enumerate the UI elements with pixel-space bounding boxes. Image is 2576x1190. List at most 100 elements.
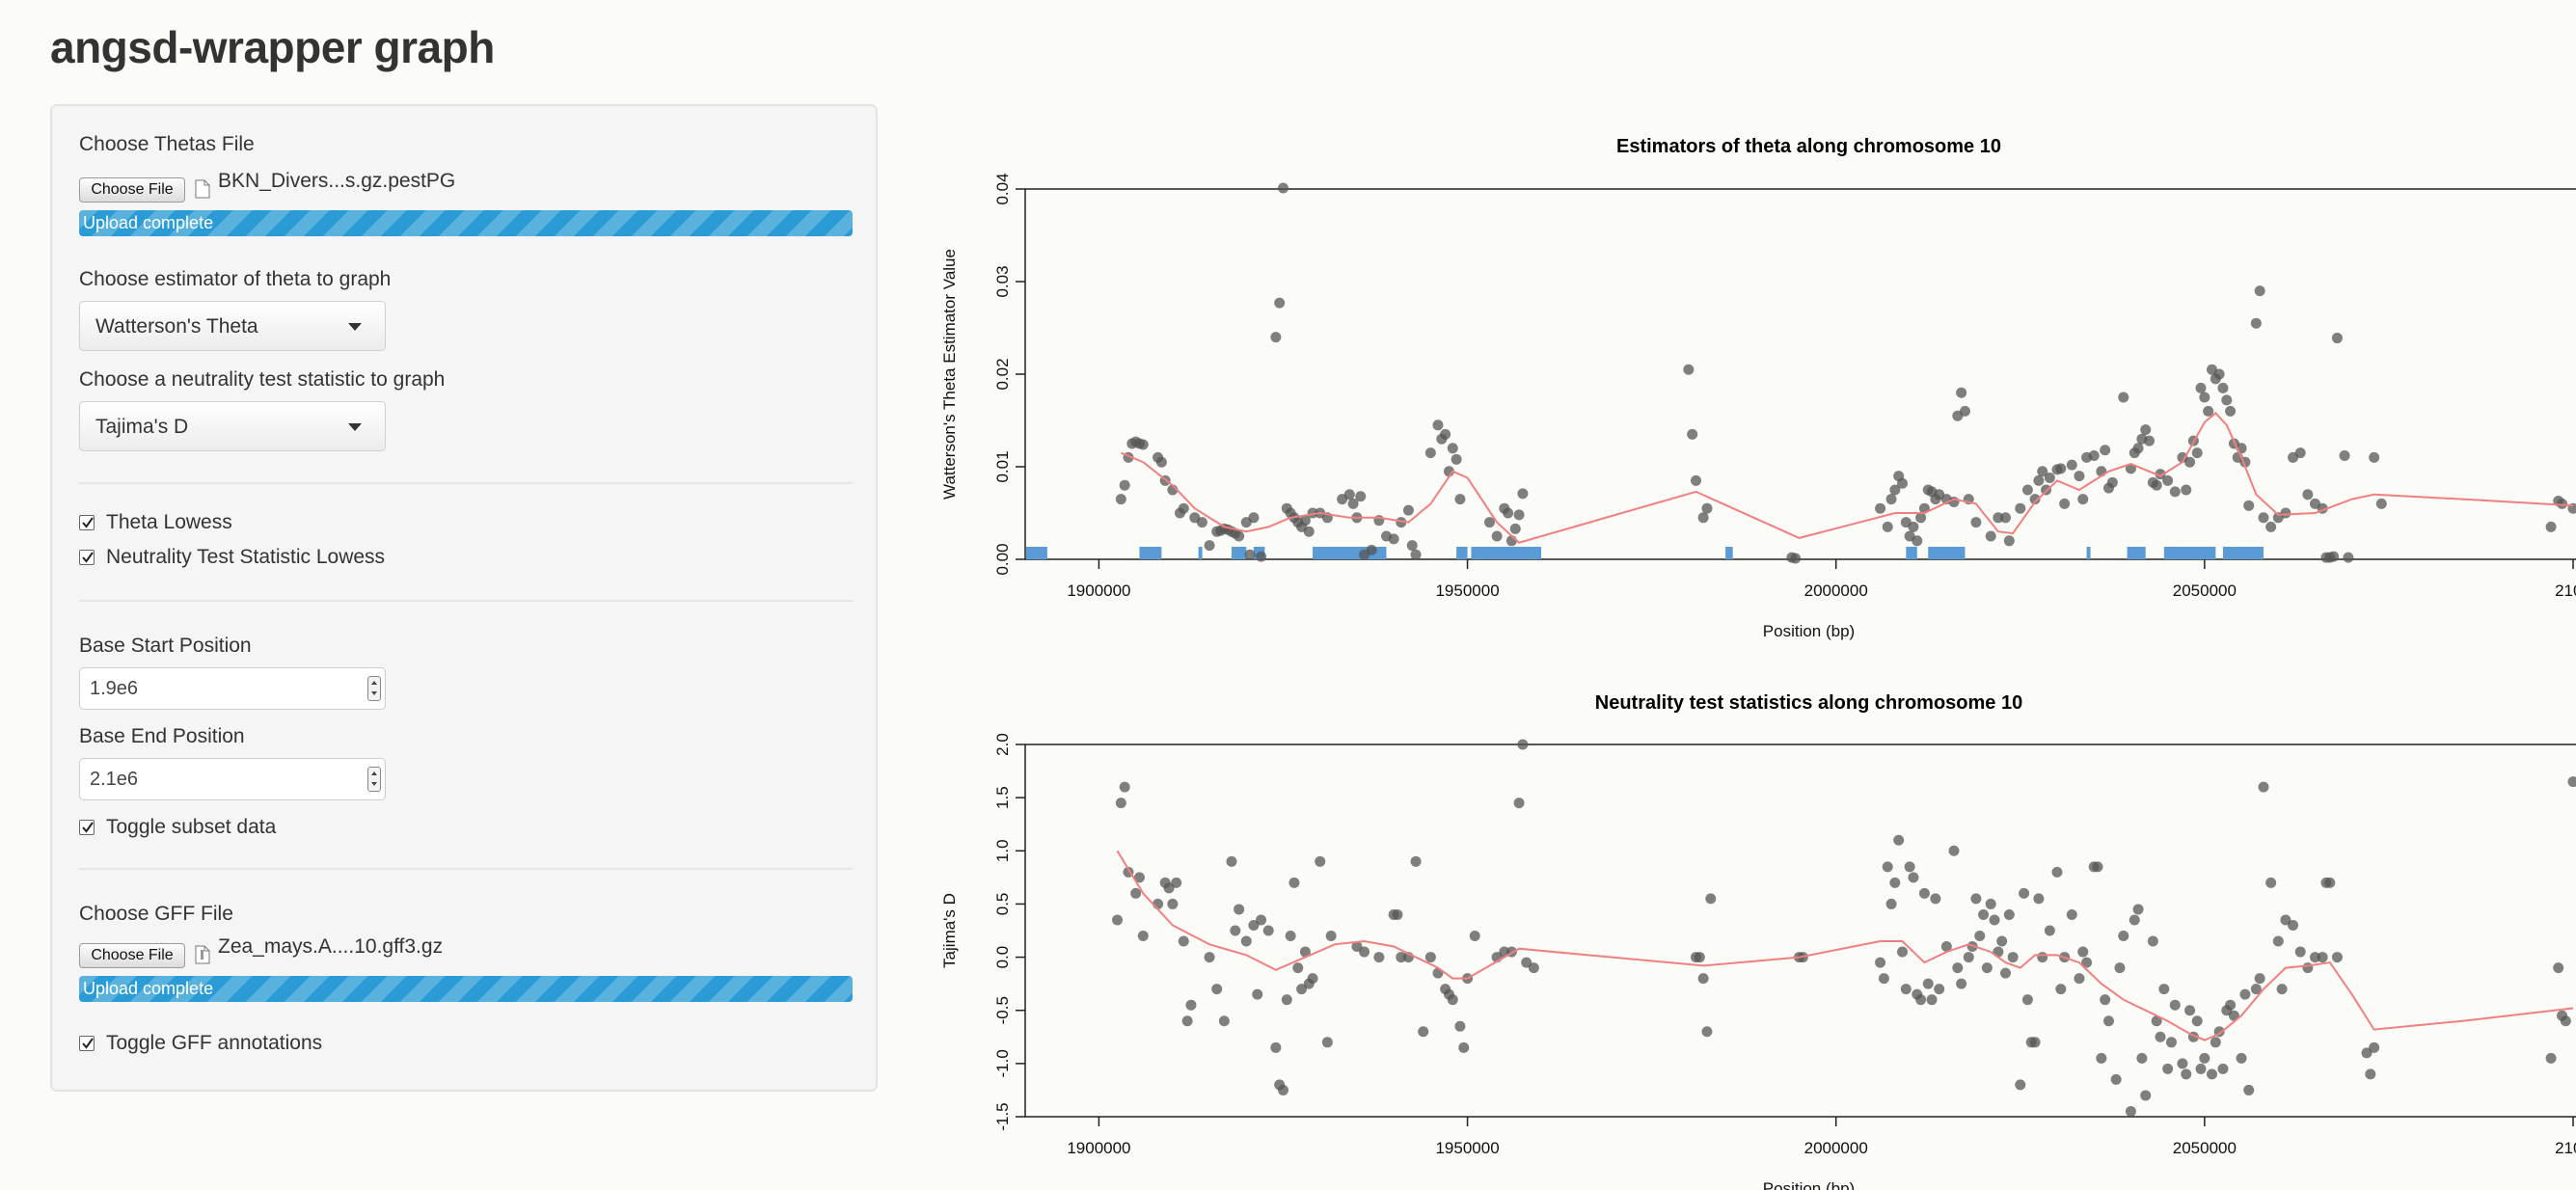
plot-frame [1024,744,2576,1118]
neutrality-lowess-checkbox[interactable] [79,550,95,565]
x-tick-label: 1950000 [1435,581,1499,600]
data-point [2294,447,2306,459]
data-point [1137,439,1149,450]
data-point [1424,952,1436,963]
y-tick-label: 1.0 [993,839,1012,862]
gff-upload-status: Upload complete [83,979,214,998]
data-point [1204,952,1215,963]
gff-annotation-bar [2086,547,2091,559]
data-point [2165,1037,2177,1048]
data-point [2250,984,2262,995]
data-point [2003,535,2015,547]
data-point [1908,872,1919,883]
data-point [1683,364,1695,375]
data-point [1230,925,1241,936]
data-point [2280,507,2291,519]
data-point [2272,935,2284,947]
y-tick-label: -0.5 [993,996,1012,1024]
file-icon [195,945,210,964]
stepper-icon[interactable] [367,676,381,701]
lowess-line [1121,411,2574,544]
page-title: angsd-wrapper graph [50,22,495,72]
theta-lowess-checkbox[interactable] [79,515,95,530]
data-point [1343,489,1355,500]
data-point [2044,473,2055,484]
data-point [2059,498,2071,509]
data-point [2118,931,2129,942]
data-point [1694,952,1705,963]
data-point [1908,521,1919,532]
neutrality-select[interactable]: Tajima's D [79,401,386,451]
data-point [2100,445,2111,456]
data-point [2217,382,2229,393]
data-point [1959,405,1970,417]
neutrality-lowess-label: Neutrality Test Statistic Lowess [106,546,386,568]
thetas-file-name: BKN_Divers...s.gz.pestPG [218,170,456,192]
neutrality-test-plot: Neutrality test statistics along chromos… [940,692,2576,1190]
data-point [2545,1052,2557,1064]
data-point [2055,984,2067,995]
gff-annotation-bar [2222,547,2264,559]
data-point [2051,866,2063,878]
data-point [2195,1063,2207,1074]
data-point [1989,914,2000,926]
data-point [2169,486,2181,498]
data-point [2361,1047,2373,1059]
x-tick-label: 2100 [2555,1139,2576,1157]
data-point [2081,957,2093,968]
data-point [1687,428,1698,440]
data-point [2177,1058,2188,1069]
data-point [2077,494,2089,505]
data-point [1885,494,1897,505]
data-point [1521,957,1532,968]
data-point [1985,530,1996,542]
gff-file-name: Zea_mays.A....10.gff3.gz [218,935,444,958]
y-tick-label: 0.04 [993,173,1012,204]
data-point [1244,549,1256,560]
data-point [2066,459,2077,471]
data-point [1985,898,1996,909]
data-point [1185,999,1197,1011]
data-point [1424,447,1436,459]
data-point [2276,984,2288,995]
data-point [1963,952,1974,963]
data-point [2092,861,2103,873]
toggle-gff-checkbox[interactable] [79,1036,95,1051]
data-point [1509,523,1521,534]
estimator-select[interactable]: Watterson's Theta [79,301,386,351]
gff-annotation-bar [1198,547,1203,559]
data-point [2021,994,2033,1006]
data-point [1355,491,1367,502]
data-point [1875,957,1886,968]
toggle-subset-checkbox[interactable] [79,820,95,835]
data-point [1325,931,1337,942]
gff-annotation-bar [1026,547,1047,559]
choose-gff-file-button[interactable]: Choose File [79,943,185,968]
x-tick-label: 2100 [2555,581,2576,600]
chart-title: Neutrality test statistics along chromos… [1595,692,2022,714]
data-point [2210,1037,2221,1048]
data-point [2129,914,2140,926]
y-axis-label: Watterson's Theta Estimator Value [940,249,959,500]
data-point [2029,494,2041,505]
data-point [1454,1020,1466,1032]
toggle-subset-label: Toggle subset data [106,816,277,838]
data-point [1181,1015,1193,1027]
data-point [2015,1079,2026,1091]
data-point [2136,1052,2148,1064]
data-point [1155,456,1167,468]
stepper-icon[interactable] [367,767,381,792]
base-start-input[interactable]: 1.9e6 [79,667,386,710]
data-point [2181,484,2192,496]
base-end-input[interactable]: 2.1e6 [79,758,386,800]
data-point [1697,512,1709,524]
file-icon [195,179,210,199]
divider [79,600,853,602]
data-point [2369,1041,2380,1053]
data-point [1790,553,1802,564]
data-point [1115,494,1126,505]
data-point [1503,507,1514,519]
base-end-label: Base End Position [79,725,245,747]
gff-annotation-bar [1139,547,1162,559]
choose-thetas-file-button[interactable]: Choose File [79,177,185,203]
